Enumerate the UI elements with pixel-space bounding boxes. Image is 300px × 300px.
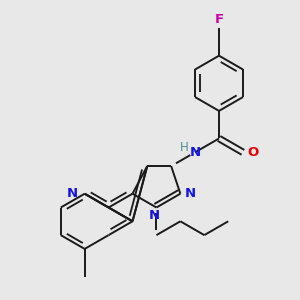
- Text: F: F: [214, 13, 224, 26]
- Text: H: H: [180, 141, 189, 154]
- Text: O: O: [248, 146, 259, 159]
- Text: N: N: [67, 187, 78, 200]
- Text: N: N: [149, 209, 160, 222]
- Text: N: N: [190, 146, 201, 159]
- Text: N: N: [185, 187, 196, 200]
